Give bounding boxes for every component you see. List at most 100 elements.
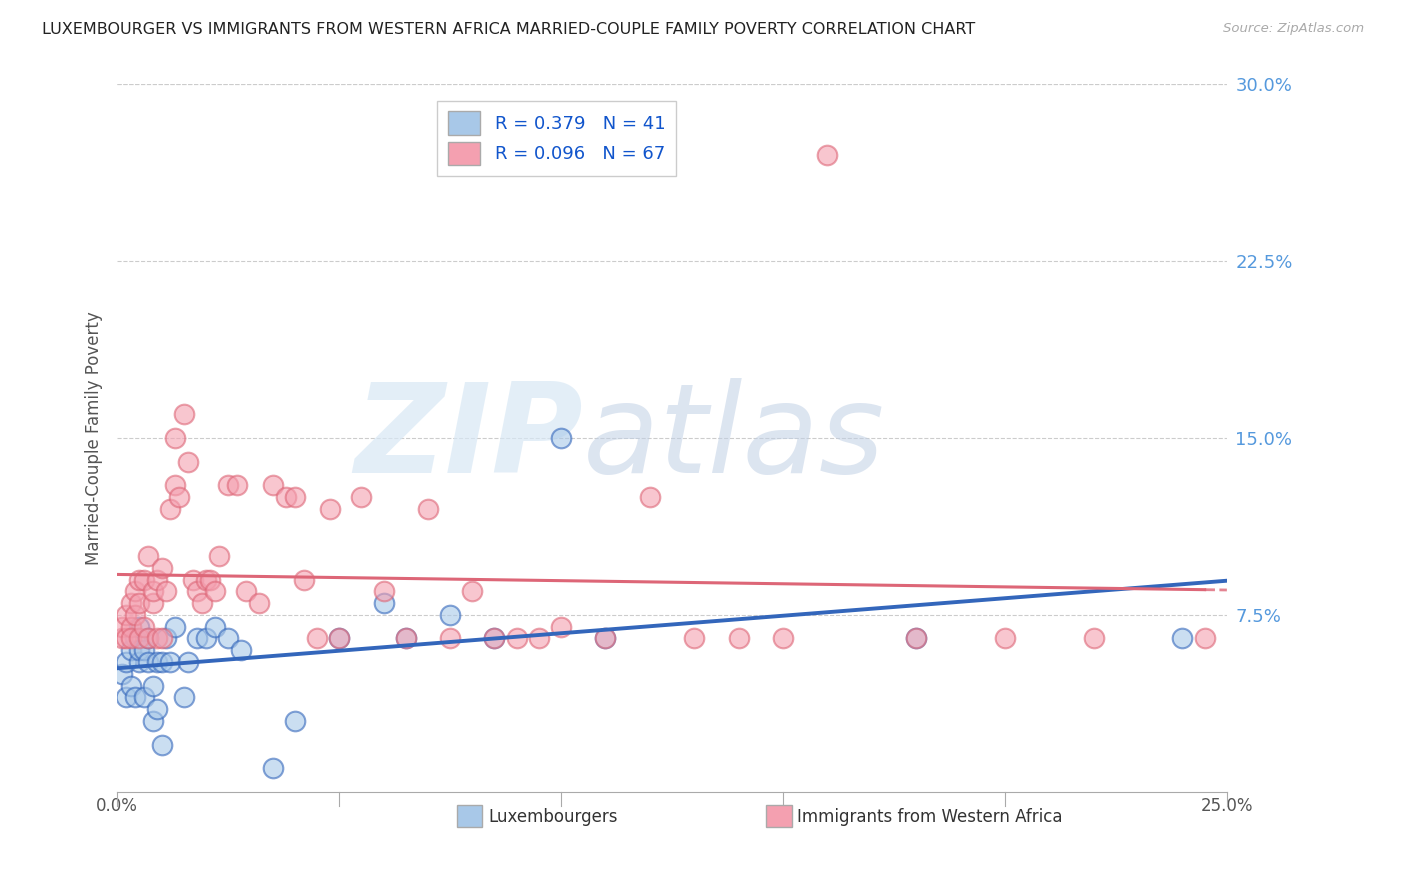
Legend: R = 0.379   N = 41, R = 0.096   N = 67: R = 0.379 N = 41, R = 0.096 N = 67 [437,101,676,176]
Point [231,643,253,657]
Point [173,690,195,705]
Point [132,643,155,657]
Point [905,632,928,646]
Point [204,620,226,634]
Point [292,573,315,587]
Point [159,655,181,669]
Point [150,632,173,646]
Point [1194,632,1216,646]
Point [136,549,159,563]
Point [128,596,150,610]
Point [595,632,617,646]
Point [163,620,186,634]
Point [142,596,165,610]
Point [111,620,134,634]
Point [177,655,200,669]
Point [163,431,186,445]
Text: ZIP: ZIP [354,377,583,499]
Point [994,632,1017,646]
Point [527,632,550,646]
Point [120,643,142,657]
Point [217,478,239,492]
Point [124,632,146,646]
Point [150,560,173,574]
Point [128,655,150,669]
Point [120,596,142,610]
Point [146,573,169,587]
Point [124,584,146,599]
Point [194,632,217,646]
Point [132,573,155,587]
Point [505,632,527,646]
Point [416,501,439,516]
Point [683,632,706,646]
Point [128,632,150,646]
Point [262,761,284,775]
Point [204,584,226,599]
Point [169,490,191,504]
Point [595,632,617,646]
Point [194,573,217,587]
Point [120,679,142,693]
Point [124,690,146,705]
Point [727,632,749,646]
Point [173,408,195,422]
Point [111,632,134,646]
Point [395,632,418,646]
Point [136,655,159,669]
Point [132,620,155,634]
Point [772,632,794,646]
Text: atlas: atlas [583,377,886,499]
Point [1083,632,1105,646]
Point [328,632,350,646]
Point [186,584,208,599]
Point [284,490,307,504]
Point [136,632,159,646]
Point [177,455,200,469]
Point [550,431,572,445]
Point [905,632,928,646]
Point [484,632,506,646]
Point [328,632,350,646]
Point [155,632,177,646]
Point [1171,632,1194,646]
Point [146,655,169,669]
Point [155,584,177,599]
Point [128,643,150,657]
Point [395,632,418,646]
Point [150,655,173,669]
Point [146,702,169,716]
Point [439,632,461,646]
Point [815,148,838,162]
Point [319,501,342,516]
Point [181,573,204,587]
Point [120,632,142,646]
Point [208,549,231,563]
Point [638,490,661,504]
Point [142,584,165,599]
Text: LUXEMBOURGER VS IMMIGRANTS FROM WESTERN AFRICA MARRIED-COUPLE FAMILY POVERTY COR: LUXEMBOURGER VS IMMIGRANTS FROM WESTERN … [42,22,976,37]
Point [226,478,249,492]
Point [373,596,395,610]
Point [132,690,155,705]
Point [484,632,506,646]
Point [217,632,239,646]
Point [373,584,395,599]
Point [124,607,146,622]
Y-axis label: Married-Couple Family Poverty: Married-Couple Family Poverty [86,311,103,565]
Point [115,632,138,646]
Point [235,584,257,599]
Point [247,596,270,610]
Point [186,632,208,646]
Point [284,714,307,728]
Point [200,573,222,587]
Point [439,607,461,622]
Point [262,478,284,492]
Point [163,478,186,492]
Point [128,620,150,634]
Point [350,490,373,504]
Point [115,607,138,622]
Text: Luxembourgers: Luxembourgers [488,807,617,826]
Point [550,620,572,634]
Point [128,573,150,587]
